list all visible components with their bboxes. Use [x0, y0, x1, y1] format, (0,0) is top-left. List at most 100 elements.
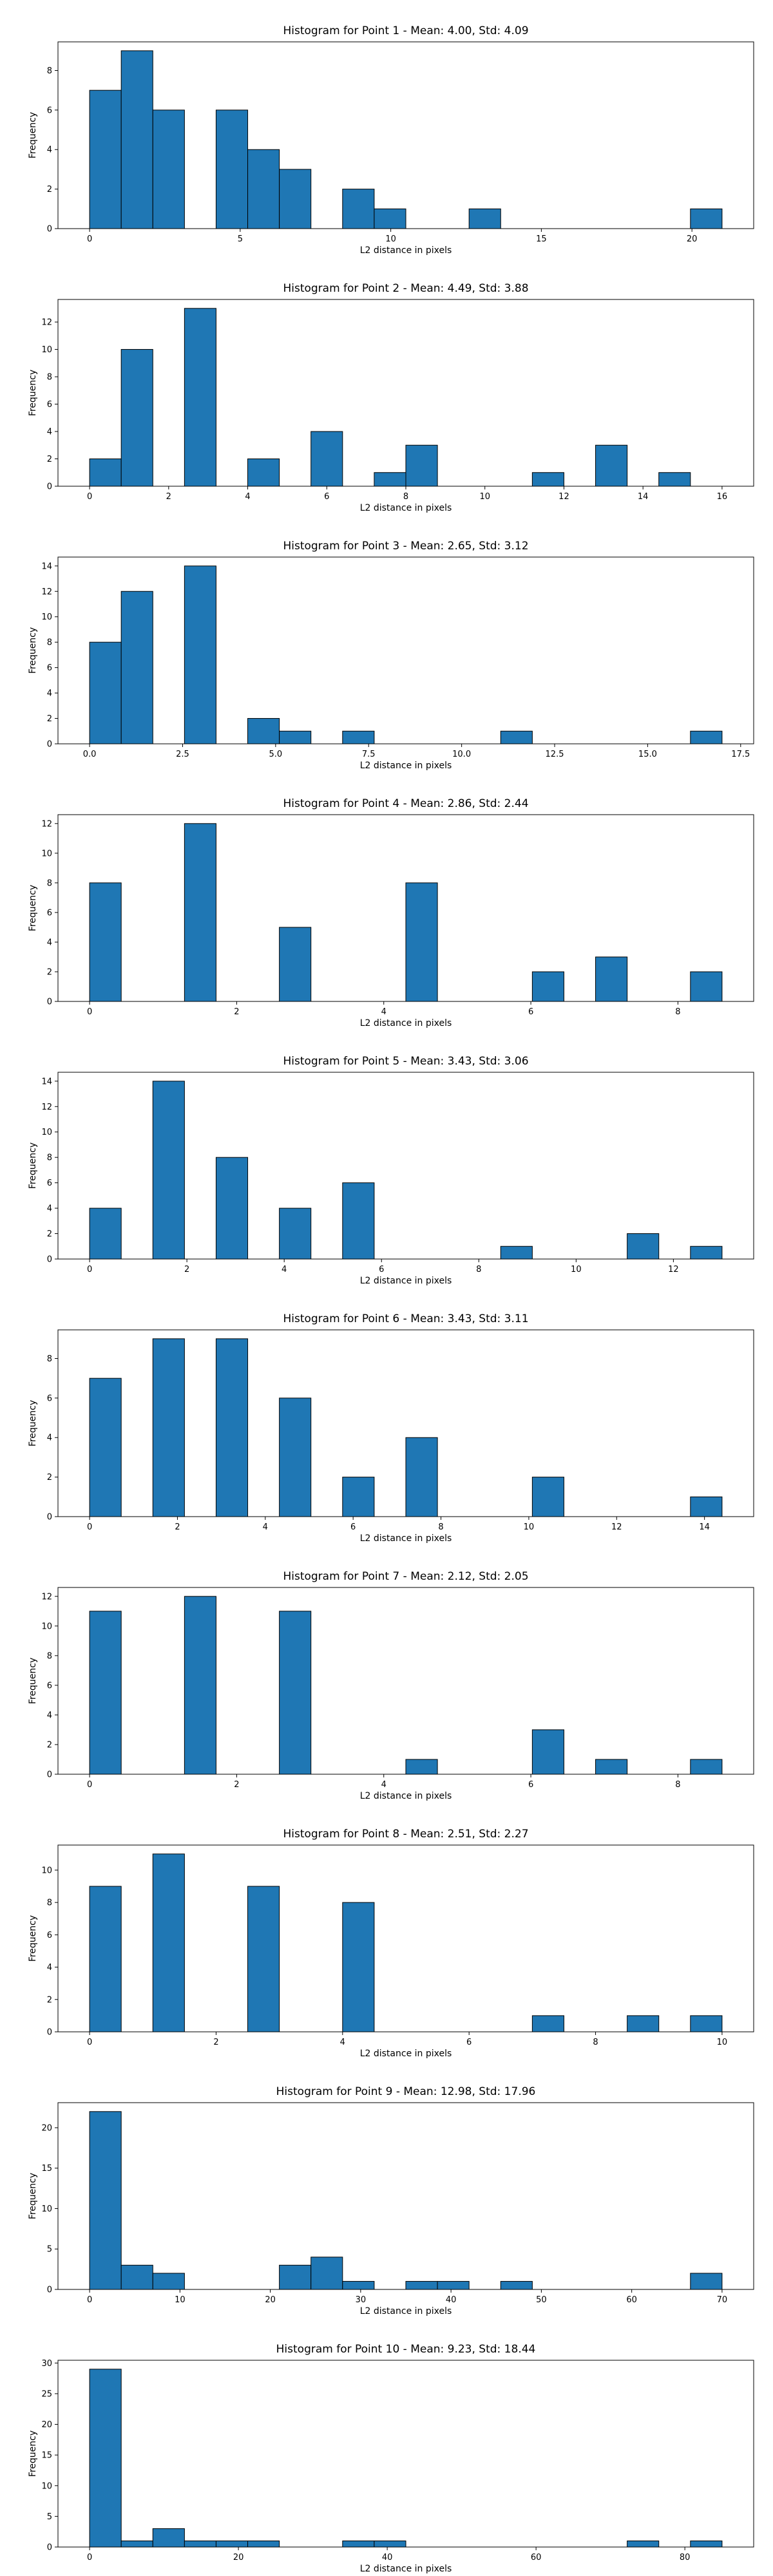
histogram-bar: [374, 208, 406, 229]
y-axis-label: Frequency: [28, 2430, 38, 2477]
histogram-bar: [405, 882, 438, 1002]
histogram-panel-7: Histogram for Point 7 - Mean: 2.12, Std:…: [28, 1570, 754, 1801]
histogram-bar: [120, 2264, 153, 2290]
histogram-panel-5: Histogram for Point 5 - Mean: 3.43, Std:…: [28, 1055, 754, 1286]
y-tick-label: 6: [47, 106, 52, 115]
x-tick-label: 4: [381, 1780, 386, 1790]
y-tick-label: 6: [47, 1681, 52, 1690]
x-axis-label: L2 distance in pixels: [360, 2564, 452, 2574]
y-tick-label: 8: [47, 1651, 52, 1661]
x-tick-label: 20: [265, 2295, 276, 2305]
x-tick-label: 0: [87, 1265, 92, 1274]
histogram-panel-10: Histogram for Point 10 - Mean: 9.23, Std…: [28, 2343, 754, 2574]
chart-title: Histogram for Point 3 - Mean: 2.65, Std:…: [283, 540, 528, 553]
y-axis-label: Frequency: [28, 627, 38, 674]
x-tick-label: 70: [717, 2295, 728, 2305]
x-axis-label: L2 distance in pixels: [360, 1533, 452, 1544]
x-tick-label: 2: [175, 1522, 180, 1532]
histogram-bar: [89, 459, 122, 487]
y-tick-label: 0: [47, 740, 52, 750]
chart-title: Histogram for Point 2 - Mean: 4.49, Std:…: [283, 282, 528, 295]
x-tick-label: 15: [536, 234, 547, 244]
histogram-bar: [215, 1157, 249, 1260]
x-axis-label: L2 distance in pixels: [360, 2049, 452, 2059]
y-axis-label: Frequency: [28, 1915, 38, 1962]
y-tick-label: 8: [47, 878, 52, 888]
y-tick-label: 20: [41, 2420, 52, 2430]
x-tick-label: 12.5: [546, 750, 564, 759]
y-tick-label: 6: [47, 400, 52, 410]
x-tick-label: 10: [385, 234, 396, 244]
y-tick-label: 12: [41, 587, 52, 597]
x-tick-label: 6: [324, 492, 329, 502]
y-axis-label: Frequency: [28, 1400, 38, 1446]
x-tick-label: 10.0: [452, 750, 471, 759]
x-axis-label: L2 distance in pixels: [360, 1018, 452, 1028]
x-tick-label: 4: [263, 1522, 268, 1532]
x-tick-label: 16: [717, 492, 728, 502]
chart-title: Histogram for Point 5 - Mean: 3.43, Std:…: [283, 1055, 528, 1068]
x-tick-label: 4: [245, 492, 250, 502]
histogram-bar: [247, 2540, 280, 2548]
y-tick-label: 10: [41, 1128, 52, 1137]
histogram-bar: [342, 730, 375, 744]
y-tick-label: 12: [41, 1592, 52, 1602]
plot-frame: [57, 1329, 754, 1517]
histogram-bar: [152, 2273, 185, 2290]
chart-title: Histogram for Point 7 - Mean: 2.12, Std:…: [283, 1570, 528, 1583]
x-tick-label: 14: [699, 1522, 710, 1532]
x-tick-label: 2.5: [176, 750, 189, 759]
chart-title: Histogram for Point 4 - Mean: 2.86, Std:…: [283, 797, 528, 810]
x-tick-label: 4: [282, 1265, 287, 1274]
histogram-bar: [595, 444, 628, 487]
histogram-bar: [89, 641, 122, 744]
x-tick-label: 2: [184, 1265, 189, 1274]
plot-frame: [57, 2360, 754, 2548]
x-tick-label: 12: [668, 1265, 679, 1274]
chart-title: Histogram for Point 8 - Mean: 2.51, Std:…: [283, 1828, 528, 1841]
histogram-bar: [405, 2280, 438, 2290]
histogram-bar: [690, 1496, 723, 1517]
histogram-bar: [152, 109, 185, 229]
y-tick-label: 10: [41, 345, 52, 355]
plot-frame: [57, 2102, 754, 2290]
x-tick-label: 7.5: [362, 750, 376, 759]
histogram-bar: [120, 2540, 153, 2548]
y-tick-label: 10: [41, 2204, 52, 2214]
y-tick-label: 2: [47, 714, 52, 724]
x-tick-label: 80: [680, 2553, 691, 2562]
histogram-bar: [279, 1397, 312, 1517]
x-tick-label: 8: [675, 1780, 680, 1790]
histogram-bar: [342, 1182, 375, 1260]
x-tick-label: 2: [166, 492, 171, 502]
y-tick-label: 2: [47, 1229, 52, 1239]
x-axis-label: L2 distance in pixels: [360, 2306, 452, 2316]
histogram-bar: [247, 718, 280, 744]
histogram-bar: [247, 149, 280, 229]
x-tick-label: 15.0: [638, 750, 657, 759]
y-tick-label: 0: [47, 2286, 52, 2295]
histogram-bar: [531, 1729, 564, 1775]
x-tick-label: 8: [675, 1007, 680, 1017]
histogram-bar: [279, 1611, 312, 1775]
y-tick-label: 4: [47, 1434, 52, 1443]
x-tick-label: 2: [234, 1780, 239, 1790]
x-tick-label: 30: [356, 2295, 367, 2305]
y-tick-label: 8: [47, 638, 52, 648]
histogram-bar: [405, 1437, 438, 1517]
histogram-bar: [310, 2257, 343, 2290]
y-tick-label: 2: [47, 967, 52, 977]
histogram-bar: [627, 1233, 660, 1260]
histogram-bar: [310, 431, 343, 487]
histogram-bar: [184, 565, 216, 744]
x-tick-label: 0: [87, 2553, 92, 2562]
histogram-bar: [658, 472, 691, 487]
histogram-bar: [152, 1081, 185, 1260]
x-tick-label: 8: [403, 492, 408, 502]
x-tick-label: 40: [446, 2295, 457, 2305]
histogram-bar: [120, 591, 153, 744]
histogram-bar: [342, 2280, 375, 2290]
histogram-bar: [279, 927, 312, 1002]
y-tick-label: 12: [41, 1103, 52, 1112]
